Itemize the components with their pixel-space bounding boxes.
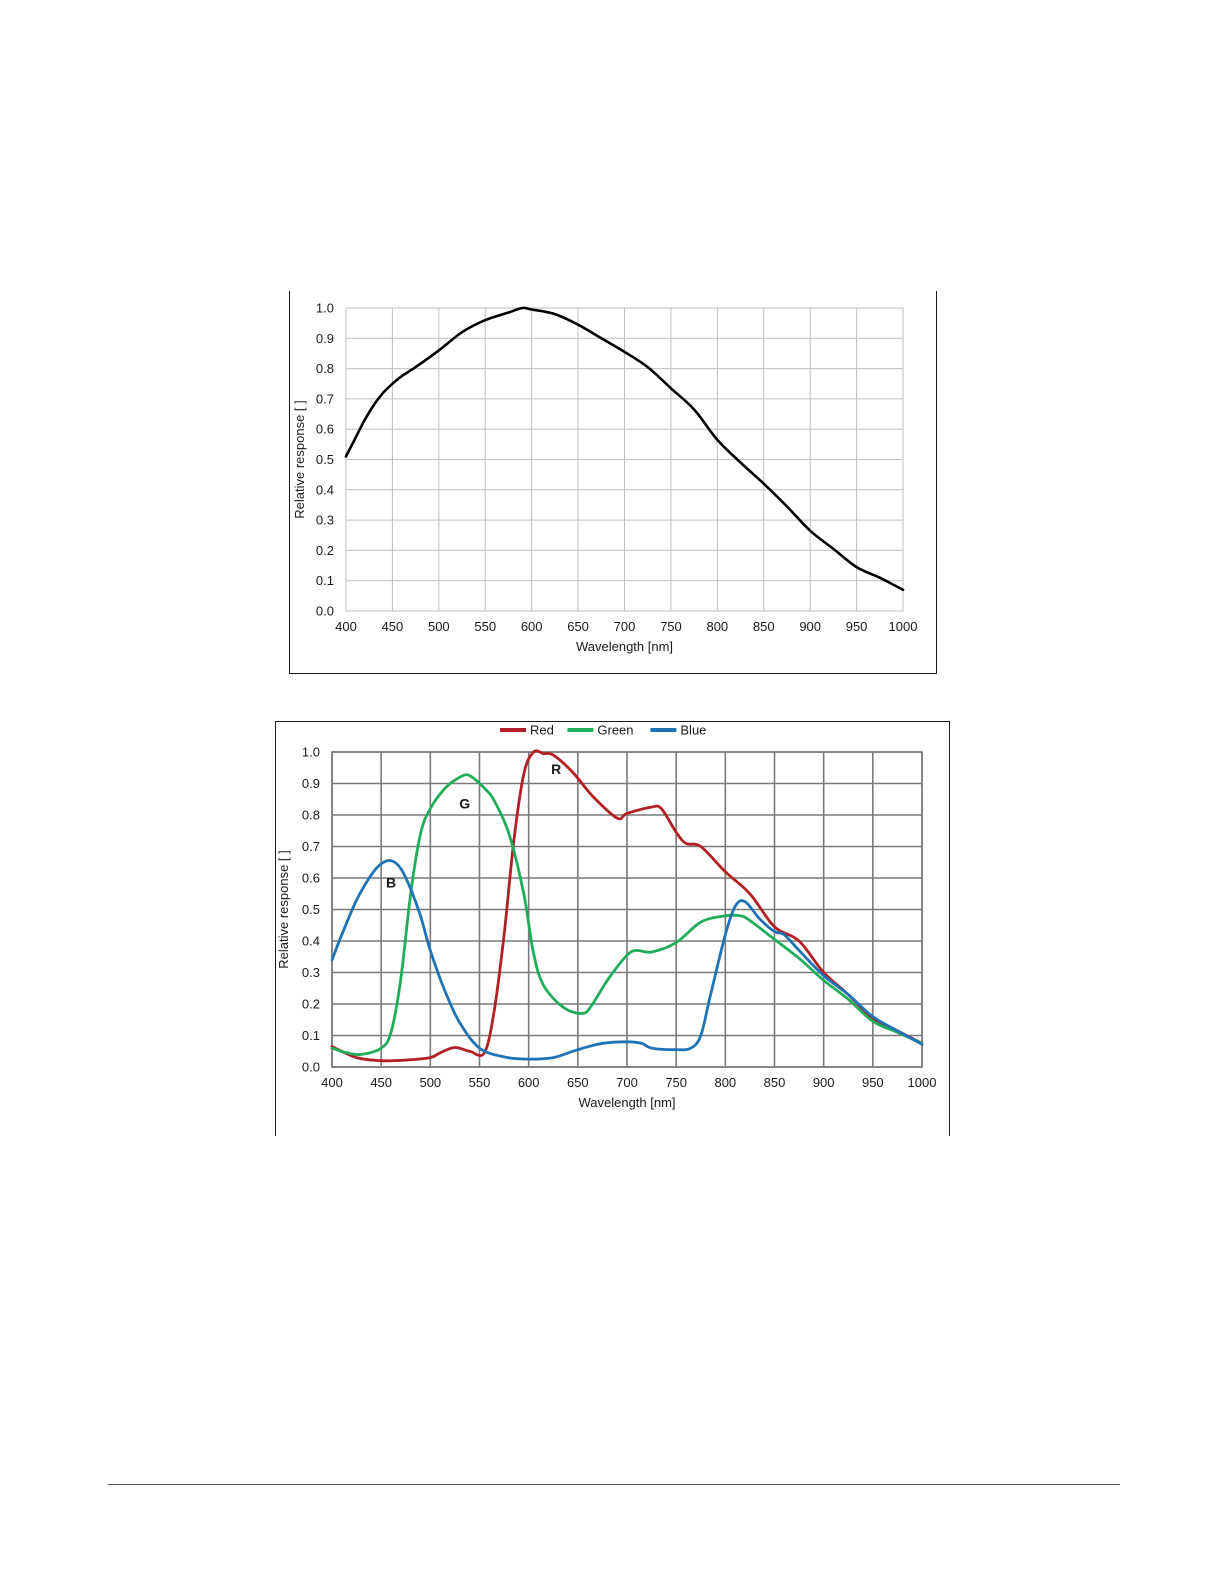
series-line-series-0 (344, 306, 905, 592)
footer-rule (108, 1484, 1120, 1485)
y-tick-label: 0.0 (316, 604, 334, 619)
x-tick-label: 450 (382, 619, 404, 634)
annotation-b: B (386, 874, 396, 890)
y-tick-label: 1.0 (316, 301, 334, 316)
series-line-red (330, 749, 924, 1063)
chart-mono-plot: 400 450 500 550 600 650 700 750 800 850 900 950 1000… (292, 301, 918, 655)
x-tick-label: 800 (714, 1075, 736, 1090)
y-tick-label: 0.5 (302, 902, 320, 917)
annotation-r: R (551, 761, 561, 777)
x-tick-label: 950 (846, 619, 868, 634)
y-axis-title: Relative response [ ] (292, 400, 307, 519)
chart-spectral-response-mono: 400 450 500 550 600 650 700 750 800 850 900 950 1000… (289, 291, 937, 674)
x-tick-label: 700 (614, 619, 636, 634)
y-tick-label: 0.1 (302, 1028, 320, 1043)
series-line-blue (330, 859, 924, 1061)
y-tick-label: 0.7 (302, 839, 320, 854)
x-tick-label: 550 (474, 619, 496, 634)
legend: Red Green Blue (500, 723, 706, 738)
y-tick-label: 0.8 (316, 361, 334, 376)
x-tick-label: 850 (764, 1075, 786, 1090)
y-tick-label: 0.5 (316, 452, 334, 467)
x-tick-label: 600 (518, 1075, 540, 1090)
legend-label-blue: Blue (680, 723, 706, 738)
x-tick-label: 650 (567, 1075, 589, 1090)
y-tick-label: 0.6 (302, 871, 320, 886)
legend-label-green: Green (597, 723, 633, 738)
y-tick-label: 1.0 (302, 745, 320, 760)
y-tick-label: 0.7 (316, 391, 334, 406)
y-tick-label: 0.4 (302, 934, 320, 949)
y-tick-label: 0.0 (302, 1060, 320, 1075)
x-tick-label: 400 (335, 619, 357, 634)
y-tick-label: 0.1 (316, 573, 334, 588)
y-tick-label: 0.2 (302, 997, 320, 1012)
x-axis-title: Wavelength [nm] (578, 1095, 675, 1110)
legend-label-red: Red (530, 723, 554, 738)
x-axis-title: Wavelength [nm] (576, 639, 673, 654)
x-tick-label: 600 (521, 619, 543, 634)
y-tick-label: 0.6 (316, 422, 334, 437)
x-tick-label: 900 (813, 1075, 835, 1090)
chart-spectral-response-rgb: 400 450 500 550 600 650 700 750 800 850 900 950 1000… (275, 721, 950, 1136)
x-tick-label: 1000 (908, 1075, 937, 1090)
y-tick-label: 0.3 (316, 513, 334, 528)
x-tick-label: 700 (616, 1075, 638, 1090)
x-tick-label: 650 (567, 619, 589, 634)
y-tick-label: 0.2 (316, 543, 334, 558)
x-tick-label: 750 (665, 1075, 687, 1090)
y-tick-label: 0.4 (316, 482, 334, 497)
x-tick-label: 1000 (889, 619, 918, 634)
y-tick-label: 0.9 (302, 776, 320, 791)
x-tick-label: 400 (321, 1075, 343, 1090)
y-tick-label: 0.3 (302, 965, 320, 980)
x-tick-label: 500 (428, 619, 450, 634)
y-tick-label: 0.9 (316, 331, 334, 346)
x-tick-label: 450 (370, 1075, 392, 1090)
chart-rgb-plot: 400 450 500 550 600 650 700 750 800 850 900 950 1000… (276, 723, 937, 1111)
series-line-green (330, 773, 924, 1057)
y-tick-label: 0.8 (302, 808, 320, 823)
x-tick-label: 750 (660, 619, 682, 634)
x-tick-label: 950 (862, 1075, 884, 1090)
y-axis-title: Relative response [ ] (276, 850, 291, 969)
x-tick-label: 550 (469, 1075, 491, 1090)
x-tick-label: 800 (706, 619, 728, 634)
x-tick-label: 500 (419, 1075, 441, 1090)
x-tick-label: 850 (753, 619, 775, 634)
x-tick-label: 900 (799, 619, 821, 634)
annotation-g: G (459, 796, 470, 812)
